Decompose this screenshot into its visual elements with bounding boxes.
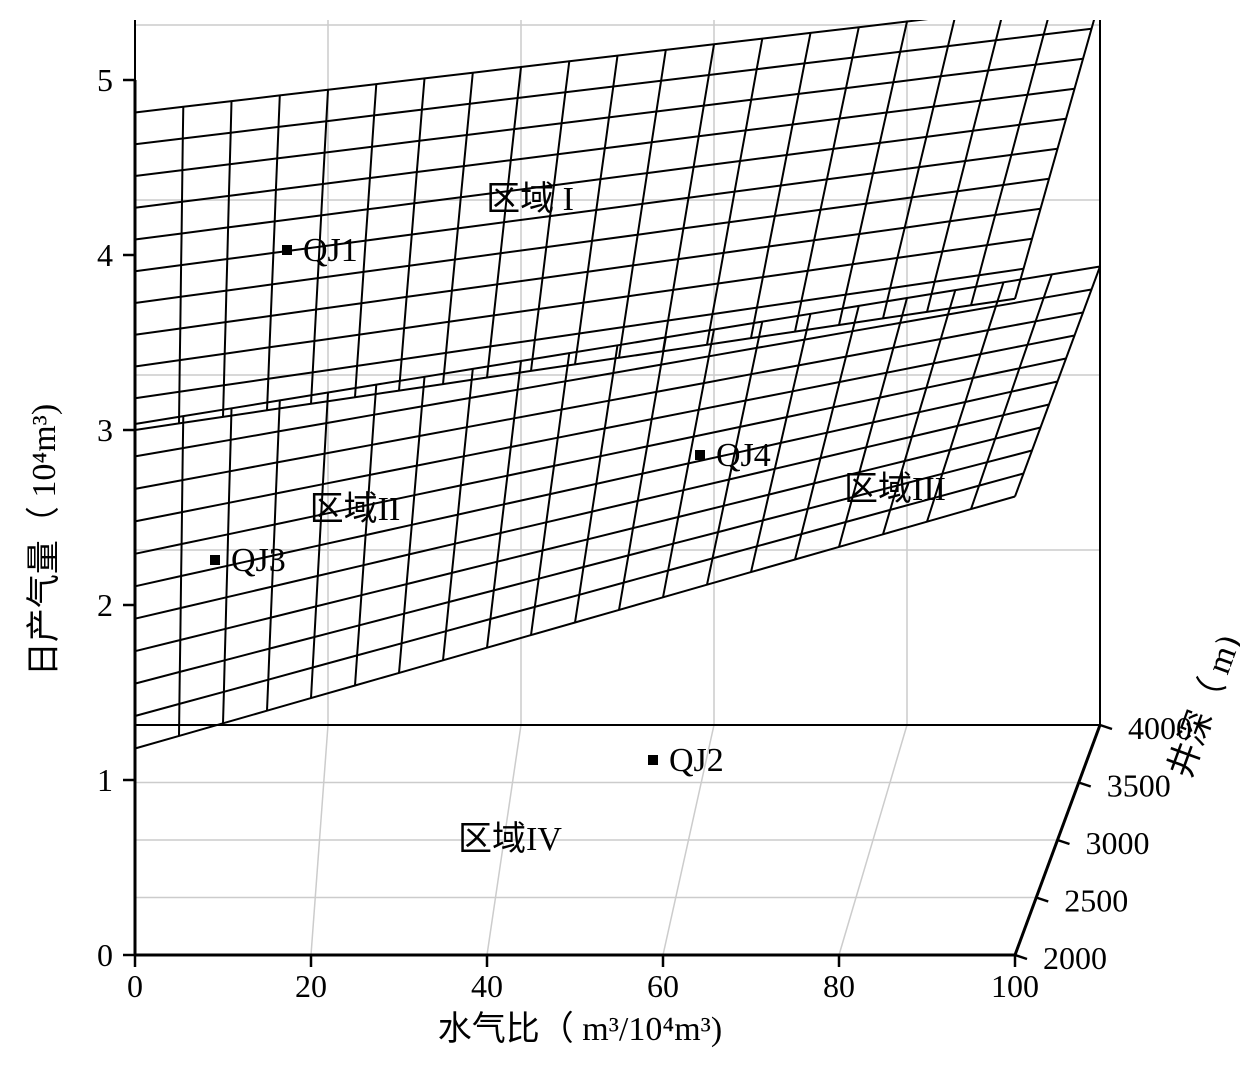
grid-walls	[135, 20, 1100, 955]
x-axis-label: 水气比（ m³/10⁴m³)	[438, 1010, 722, 1048]
y-tick-label: 2500	[1064, 883, 1128, 919]
y-tick-label: 3000	[1086, 825, 1150, 861]
y-tick-label: 3500	[1107, 768, 1171, 804]
point-label-QJ2: QJ2	[669, 742, 724, 779]
z-tick-label: 4	[97, 237, 113, 273]
region-label-III: 区域III	[844, 470, 946, 508]
region-label-IV: 区域IV	[458, 820, 562, 858]
z-tick-label: 2	[97, 587, 113, 623]
region-label-II: 区域II	[310, 490, 401, 528]
x-tick-label: 100	[991, 968, 1039, 1004]
z-tick-label: 5	[97, 62, 113, 98]
x-tick-label: 0	[127, 968, 143, 1004]
z-tick-label: 1	[97, 762, 113, 798]
z-tick-label: 0	[97, 937, 113, 973]
chart-3d: 01234502040608010020002500300035004000日产…	[20, 20, 1240, 1059]
point-QJ3	[210, 555, 220, 565]
point-label-QJ4: QJ4	[716, 437, 771, 474]
data-points: QJ1 QJ4 QJ3 QJ2	[210, 232, 771, 779]
region-label-I: 区域 I	[486, 180, 574, 218]
point-QJ1	[282, 245, 292, 255]
point-QJ4	[695, 450, 705, 460]
z-tick-label: 3	[97, 412, 113, 448]
x-tick-label: 20	[295, 968, 327, 1004]
point-label-QJ1: QJ1	[303, 232, 358, 269]
point-label-QJ3: QJ3	[231, 542, 286, 579]
x-tick-label: 40	[471, 968, 503, 1004]
point-QJ2	[648, 755, 658, 765]
y-tick-label: 2000	[1043, 940, 1107, 976]
region-labels: 区域 I 区域II 区域III 区域IV	[310, 180, 946, 858]
z-axis-label: 日产气量（ 10⁴m³)	[25, 404, 63, 676]
x-tick-label: 60	[647, 968, 679, 1004]
y-axis-label: 井深（ m)	[1161, 630, 1240, 782]
surface-upper	[135, 20, 1100, 430]
x-tick-label: 80	[823, 968, 855, 1004]
surface-lower	[135, 267, 1100, 749]
